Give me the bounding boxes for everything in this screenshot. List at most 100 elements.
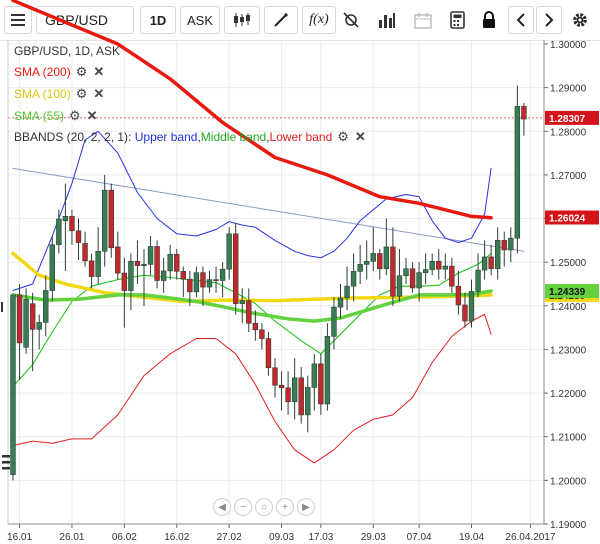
candle-body [390,246,396,297]
side-panel-handle[interactable] [0,0,10,544]
candle-body [416,272,422,289]
zoom-left-button[interactable]: ◀ [213,498,231,516]
candle-body [462,304,468,322]
candle-body [370,253,376,262]
candle-body [514,106,521,239]
candle-body [56,218,62,246]
zoom-in-icon: + [282,501,288,513]
candle-body [180,271,186,280]
candle-body [23,298,29,348]
hamburger-menu-icon [11,14,25,26]
indicators-button[interactable]: f(x) [302,6,336,34]
zoom-reset-button[interactable]: ○ [255,498,273,516]
chart-type-button[interactable] [224,6,260,34]
bar-chart-button[interactable] [372,6,402,34]
candle-body [193,272,200,293]
x-tick-label: 26.04.2017 [505,532,555,543]
candle-body [350,271,357,287]
sma55-label: SMA (55) [14,109,65,123]
zoom-controls: ◀ − ○ + ▶ [213,498,315,516]
candle-body [305,387,311,416]
symbol-selector[interactable]: GBP/USD [36,6,134,34]
candle-body [115,246,121,274]
zoom-in-button[interactable]: + [276,498,294,516]
zoom-out-button[interactable]: − [234,498,252,516]
hide-drawings-button[interactable] [336,6,366,34]
y-tick-label: 1.29000 [550,84,587,95]
bbands-middle-label: Middle band [200,130,267,144]
bbands-sep: , [197,130,201,144]
candle-body [206,279,213,288]
candle-body [239,300,245,304]
function-icon: f(x) [309,12,329,27]
draw-tools-button[interactable] [264,6,298,34]
bar-chart-icon [379,13,395,28]
candle-body [501,240,507,251]
bbands-sep: , [266,130,270,144]
sma55-close-icon[interactable]: ✕ [86,108,98,123]
calculator-button[interactable] [442,6,472,34]
gear-icon [573,13,587,27]
candle-body [10,294,16,475]
legend-bbands: BBANDS (20, 2, 2, 1): Upper band, Middle… [14,129,366,145]
bbands-close-icon[interactable]: ✕ [354,129,366,144]
sma55-settings-icon[interactable]: ⚙ [69,108,81,123]
candle-body [383,246,390,270]
sma100-close-icon[interactable]: ✕ [93,86,105,101]
bbands-label: BBANDS (20, 2, 2, 1): [14,130,132,144]
scroll-left-button[interactable] [508,6,534,34]
candle-body [154,246,160,281]
zoom-reset-icon: ○ [260,501,268,513]
scroll-right-button[interactable] [536,6,562,34]
candle-body [134,261,141,266]
candle-body [43,290,49,323]
candle-body [265,338,272,369]
x-tick-label: 16.02 [164,532,189,543]
timeframe-button[interactable]: 1D [140,6,176,34]
calendar-button[interactable] [408,6,438,34]
price-side-button[interactable]: ASK [180,6,220,34]
zoom-out-icon: − [240,501,246,513]
x-tick-label: 26.01 [59,532,84,543]
bbands-upper-label: Upper band [134,130,198,144]
candle-body [219,268,226,281]
sma200-price-tag-bg [545,210,599,225]
candle-body [88,260,95,277]
candle-body [324,336,331,405]
caret-left-icon: ◀ [218,501,226,513]
bbands-settings-icon[interactable]: ⚙ [337,129,349,144]
current-price-tag: 1.28307 [549,114,586,125]
current-price-tag-bg [545,110,599,125]
sma200-close-icon[interactable]: ✕ [93,64,105,79]
candle-body [147,246,154,265]
lock-button[interactable] [474,6,504,34]
settings-button[interactable] [566,6,594,34]
candle-body [29,303,36,330]
candle-body [95,250,101,277]
candle-body [363,261,370,265]
hamburger-menu-button[interactable] [4,6,32,34]
zoom-right-button[interactable]: ▶ [297,498,315,516]
sma100-label: SMA (100) [14,87,71,101]
legend-sma100: SMA (100) ⚙ ✕ [14,86,104,102]
candle-body [508,237,514,251]
candle-body [49,244,56,291]
calculator-icon [449,11,465,29]
bb-upper-line [12,130,492,291]
calendar-icon [414,12,432,29]
side-handle-icon [2,455,10,470]
candle-body [252,322,259,331]
sma100-settings-icon[interactable]: ⚙ [75,86,88,101]
candle-body [291,377,298,403]
trendline [12,167,525,252]
sma200-settings-icon[interactable]: ⚙ [75,64,88,79]
candle-body [494,240,501,270]
candle-body [481,256,488,271]
candle-body [108,189,114,249]
x-tick-label: 07.04 [407,532,432,543]
y-tick-label: 1.24000 [550,302,587,313]
sma200-label: SMA (200) [14,65,71,79]
candle-body [475,269,481,292]
legend-sma200: SMA (200) ⚙ ✕ [14,64,104,80]
